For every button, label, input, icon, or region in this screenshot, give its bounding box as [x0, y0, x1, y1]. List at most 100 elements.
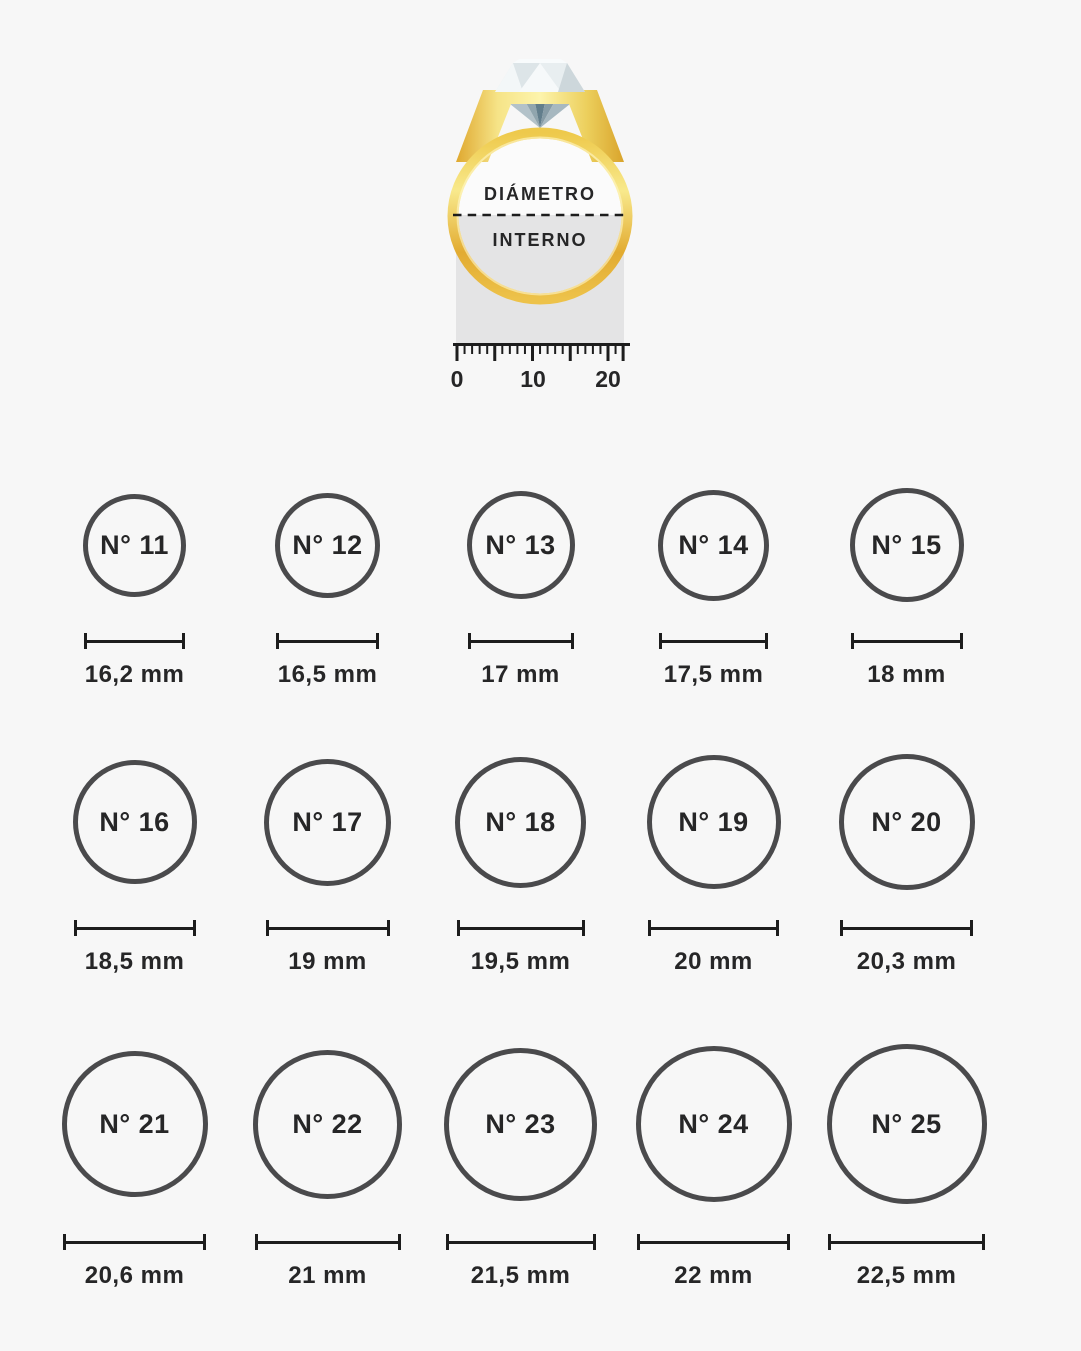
- sizes-row-3: N° 21 20,6 mm N° 22 21 mm N° 23: [38, 1041, 1003, 1290]
- dimension-hline: [843, 926, 970, 930]
- size-number-label: N° 21: [99, 1108, 170, 1139]
- dimension-hline: [257, 1240, 398, 1244]
- ring-size-cell: N° 16 18,5 mm: [38, 750, 231, 976]
- ring-diagram-svg: DIÁMETRO INTERNO 0 10 20: [447, 59, 633, 392]
- ring-size-cell: N° 15 18 mm: [810, 483, 1003, 689]
- dimension-tick-right: [970, 920, 973, 936]
- dimension-tick-right: [376, 633, 379, 649]
- size-circle: N° 12: [275, 492, 380, 598]
- dimension-line: [254, 1234, 401, 1250]
- size-circle-box: N° 17: [264, 750, 391, 894]
- size-number-label: N° 20: [871, 806, 942, 837]
- dimension-line: [276, 633, 379, 649]
- ring-size-cell: N° 23 21,5 mm: [424, 1041, 617, 1290]
- ring-size-cell: N° 19 20 mm: [617, 750, 810, 976]
- size-number-label: N° 12: [292, 529, 363, 560]
- dimension-tick-right: [397, 1234, 401, 1250]
- dimension-tick-left: [648, 920, 651, 936]
- dimension-hline: [640, 1240, 787, 1244]
- size-number-label: N° 25: [871, 1108, 942, 1139]
- dimension-line: [828, 1234, 985, 1250]
- dimension-tick-left: [84, 633, 87, 649]
- dimension-line: [840, 920, 973, 936]
- dimension-tick-left: [276, 633, 279, 649]
- diameter-label: 17 mm: [481, 661, 560, 688]
- size-circle-box: N° 20: [838, 750, 975, 894]
- diamond-icon: [495, 59, 585, 92]
- ruler-ticks: [455, 346, 625, 361]
- size-circle: N° 11: [83, 493, 186, 597]
- size-circle-box: N° 18: [455, 750, 586, 894]
- ring-size-cell: N° 12 16,5 mm: [231, 483, 424, 689]
- sizes-row-2: N° 16 18,5 mm N° 17 19 mm N° 18: [38, 750, 1003, 976]
- dimension-hline: [831, 1240, 982, 1244]
- dimension-tick-right: [982, 1234, 985, 1250]
- dimension-tick-left: [840, 920, 843, 936]
- dimension-tick-right: [386, 920, 390, 936]
- dimension-tick-right: [182, 633, 185, 649]
- dimension-line: [445, 1234, 596, 1250]
- diameter-label: 21,5 mm: [470, 1262, 571, 1289]
- size-number-label: N° 24: [678, 1108, 749, 1139]
- dimension-line: [73, 920, 196, 936]
- dimension-hline: [470, 639, 571, 643]
- ring-size-cell: N° 21 20,6 mm: [38, 1041, 231, 1290]
- size-circle: N° 15: [849, 488, 964, 602]
- dimension-line: [456, 920, 585, 936]
- ruler-label-10: 10: [520, 366, 546, 392]
- size-number-label: N° 11: [100, 529, 169, 560]
- size-circle: N° 17: [264, 758, 391, 886]
- dimension-tick-right: [581, 920, 585, 936]
- dimension-tick-left: [467, 633, 471, 649]
- size-circle-box: N° 23: [444, 1041, 597, 1207]
- size-number-label: N° 22: [292, 1108, 363, 1139]
- diameter-label: 17,5 mm: [663, 661, 764, 688]
- size-circle: N° 22: [253, 1049, 402, 1199]
- size-circle: N° 23: [444, 1047, 597, 1201]
- dimension-tick-right: [192, 920, 196, 936]
- ring-size-cell: N° 25 22,5 mm: [810, 1041, 1003, 1290]
- dimension-line: [648, 920, 779, 936]
- size-circle-box: N° 21: [61, 1041, 208, 1207]
- dimension-hline: [448, 1240, 593, 1244]
- size-circle: N° 20: [838, 754, 975, 890]
- diameter-label-line2: INTERNO: [493, 230, 588, 250]
- dimension-line: [850, 633, 963, 649]
- dimension-tick-left: [850, 633, 854, 649]
- size-number-label: N° 16: [99, 806, 170, 837]
- dimension-hline: [662, 639, 765, 643]
- diameter-label: 22 mm: [674, 1262, 753, 1289]
- size-number-label: N° 18: [485, 806, 556, 837]
- dimension-hline: [268, 926, 387, 930]
- dimension-hline: [66, 1240, 203, 1244]
- diameter-label: 19 mm: [288, 948, 367, 975]
- dimension-tick-left: [265, 920, 269, 936]
- ruler-label-0: 0: [451, 366, 464, 392]
- size-circle-box: N° 11: [83, 483, 186, 607]
- size-number-label: N° 23: [485, 1108, 556, 1139]
- size-circle-box: N° 24: [635, 1041, 792, 1207]
- size-circle: N° 18: [455, 756, 586, 888]
- diameter-label: 20,3 mm: [856, 948, 957, 975]
- size-circle: N° 24: [635, 1046, 792, 1202]
- dimension-tick-left: [63, 1234, 66, 1250]
- ruler-label-20: 20: [595, 366, 621, 392]
- ring-size-cell: N° 24 22 mm: [617, 1041, 810, 1290]
- dimension-tick-right: [592, 1234, 596, 1250]
- ring-size-cell: N° 13 17 mm: [424, 483, 617, 689]
- diameter-label: 18 mm: [867, 661, 946, 688]
- dimension-hline: [87, 639, 182, 643]
- dimension-tick-left: [637, 1234, 640, 1250]
- size-circle-box: N° 16: [72, 750, 197, 894]
- dimension-hline: [651, 926, 776, 930]
- ring-size-cell: N° 20 20,3 mm: [810, 750, 1003, 976]
- diameter-label: 16,2 mm: [84, 661, 185, 688]
- dimension-hline: [279, 639, 376, 643]
- dimension-tick-right: [203, 1234, 206, 1250]
- size-circle-box: N° 13: [466, 483, 575, 607]
- dimension-tick-left: [73, 920, 77, 936]
- size-circle: N° 19: [646, 755, 781, 889]
- dimension-tick-right: [570, 633, 574, 649]
- ring-size-cell: N° 18 19,5 mm: [424, 750, 617, 976]
